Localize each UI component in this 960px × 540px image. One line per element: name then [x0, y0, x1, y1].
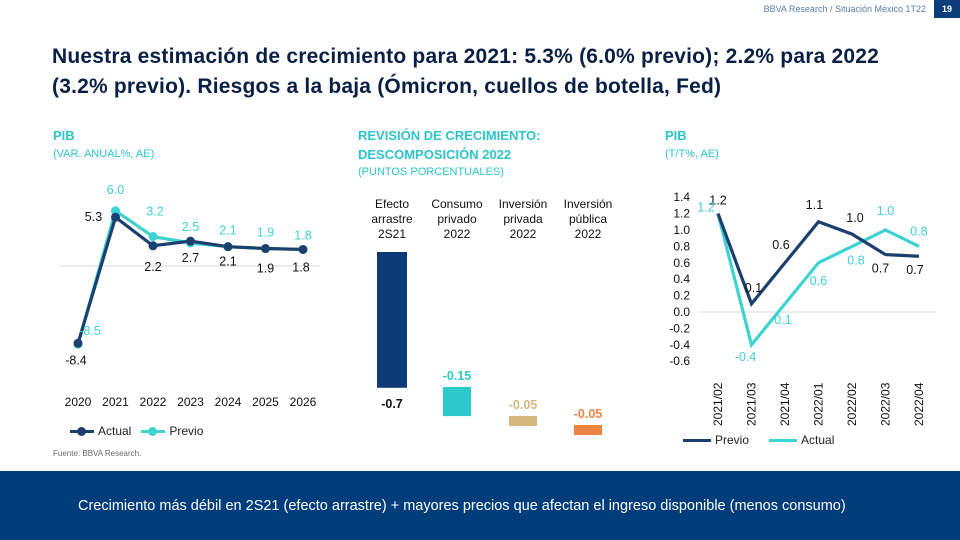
- chart3-line-actual: [716, 213, 920, 349]
- chart1-point-actual: [298, 244, 308, 254]
- slide-title: Nuestra estimación de crecimiento para 2…: [52, 45, 880, 98]
- chart3-x-tick: 2022/03: [879, 382, 893, 426]
- bar-cat-2: Inversión privada 2022: [498, 197, 548, 241]
- panel2-title-line1: REVISIÓN DE CRECIMIENTO:: [358, 128, 541, 143]
- chart3-label-actual: 0.6: [810, 274, 827, 288]
- chart3-x-tick: 2022/04: [912, 382, 926, 426]
- chart3-label-actual: 0.1: [774, 313, 791, 327]
- chart1-point-actual: [73, 338, 83, 348]
- bottom-banner: Crecimiento más débil en 2S21 (efecto ar…: [0, 471, 960, 540]
- chart3-label-actual: 0.8: [847, 253, 864, 267]
- chart1-point-actual: [148, 241, 158, 251]
- bottom-banner-text: Crecimiento más débil en 2S21 (efecto ar…: [78, 497, 846, 514]
- bar-cat-3: Inversión pública 2022: [563, 197, 613, 241]
- chart1-x-tick: 2024: [215, 395, 242, 409]
- chart1-point-actual: [186, 236, 195, 246]
- chart3-label-actual: 1.2: [697, 201, 714, 215]
- chart3-label-previo: 1.1: [806, 198, 823, 212]
- panel2-title-line2: DESCOMPOSICIÓN 2022: [358, 147, 512, 162]
- chart2-bar: [377, 252, 407, 388]
- chart1-x-tick: 2026: [290, 395, 317, 409]
- chart1-label-actual: 5.3: [85, 210, 102, 224]
- chart3-label-previo: 1.0: [846, 211, 863, 225]
- chart1-x-tick: 2023: [177, 395, 204, 409]
- chart1-x-tick: 2021: [102, 395, 129, 409]
- chart3-y-tick: -0.4: [669, 338, 690, 352]
- chart1-x-tick: 2020: [65, 395, 92, 409]
- chart3-label-actual: 1.0: [877, 204, 894, 218]
- chart1-x-tick: 2022: [140, 395, 167, 409]
- chart3-label-previo: 0.6: [772, 238, 789, 252]
- chart3-y-tick: 0.2: [673, 289, 690, 303]
- chart1-label-previo: 6.0: [107, 183, 124, 197]
- legend-item-actual: Actual: [70, 424, 131, 438]
- chart1-label-actual: -8.4: [65, 353, 87, 367]
- legend-item-previo-q: Previo: [683, 433, 749, 447]
- bar-cat-1: Consumo privado 2022: [431, 197, 483, 241]
- page-number: 19: [934, 0, 960, 18]
- chart3-label-previo: 0.7: [872, 262, 889, 276]
- chart3-y-tick: 1.2: [673, 207, 690, 221]
- panel3-subtitle: (T/T%, AE): [665, 148, 719, 160]
- chart3-label-actual: 0.8: [910, 224, 927, 238]
- chart1-label-actual: 1.9: [257, 262, 274, 276]
- chart1-label-previo: 2.1: [219, 224, 236, 238]
- chart1-x-tick: 2025: [252, 395, 279, 409]
- chart3-x-tick: 2021/03: [745, 382, 759, 426]
- chart3-y-tick: 0.0: [673, 305, 690, 319]
- chart3-x-tick: 2022/01: [812, 382, 826, 426]
- chart1-point-previo: [148, 232, 158, 242]
- chart3-x-tick: 2021/02: [711, 382, 725, 426]
- chart1-label-actual: 2.7: [182, 251, 199, 265]
- chart3-label-previo: 0.1: [745, 281, 762, 295]
- chart2-bar: [509, 416, 537, 426]
- chart1-label-previo: 2.5: [182, 220, 199, 234]
- chart1-label-actual: 2.2: [144, 260, 161, 274]
- chart1-label-previo: 1.9: [257, 226, 274, 240]
- chart2-bar: [443, 387, 471, 417]
- chart3-line-previo: [716, 213, 920, 307]
- chart3-label-previo: 0.7: [906, 263, 923, 277]
- legend-item-actual-q: Actual: [769, 433, 834, 447]
- chart3-y-tick: 0.6: [673, 256, 690, 270]
- chart2-bar-label: -0.05: [574, 407, 603, 421]
- chart1-label-actual: 2.1: [219, 255, 236, 269]
- chart2-bar-label: -0.05: [509, 398, 538, 412]
- legend-panel3: Previo Actual: [683, 433, 844, 447]
- chart3-y-tick: 0.4: [673, 272, 690, 286]
- chart3-label-previo: 1.2: [709, 194, 726, 208]
- chart1-point-previo: [111, 206, 120, 216]
- chart1-point-actual: [223, 242, 233, 252]
- chart3-label-actual: -0.4: [735, 350, 757, 364]
- legend-panel1: Actual Previo: [70, 424, 213, 438]
- chart3-y-tick: 1.4: [673, 190, 690, 204]
- chart3-y-tick: 0.8: [673, 239, 690, 253]
- panel3-title: PIB: [665, 128, 687, 143]
- panel1-title: PIB: [53, 128, 75, 143]
- source-note: Fuente: BBVA Research.: [53, 449, 142, 458]
- chart2-bar-label: -0.7: [381, 397, 403, 411]
- panel2-subtitle: (PUNTOS PORCENTUALES): [358, 166, 504, 178]
- chart1-point-actual: [261, 244, 270, 254]
- panel1-subtitle: (VAR. ANUAL%, AE): [53, 148, 155, 160]
- chart1-label-previo: -8.5: [79, 324, 101, 338]
- chart3-x-tick: 2022/02: [845, 382, 859, 426]
- chart3-y-tick: -0.6: [669, 354, 690, 368]
- chart3-x-tick: 2021/04: [778, 382, 792, 426]
- chart3-y-tick: -0.2: [669, 321, 690, 335]
- chart3-y-tick: 1.0: [673, 223, 690, 237]
- chart1-label-previo: 3.2: [146, 205, 163, 219]
- chart1-point-actual: [111, 212, 120, 222]
- bar-cat-0: Efecto arrastre 2S21: [371, 197, 413, 241]
- legend-item-previo: Previo: [141, 424, 203, 438]
- header-source: BBVA Research / Situación México 1T22: [763, 4, 926, 14]
- chart1-label-previo: 1.8: [294, 228, 311, 242]
- chart1-label-actual: 1.8: [292, 260, 309, 274]
- chart2-bar-label: -0.15: [443, 369, 472, 383]
- chart2-bar: [574, 425, 602, 435]
- header-tag: BBVA Research / Situación México 1T22 19: [764, 0, 960, 18]
